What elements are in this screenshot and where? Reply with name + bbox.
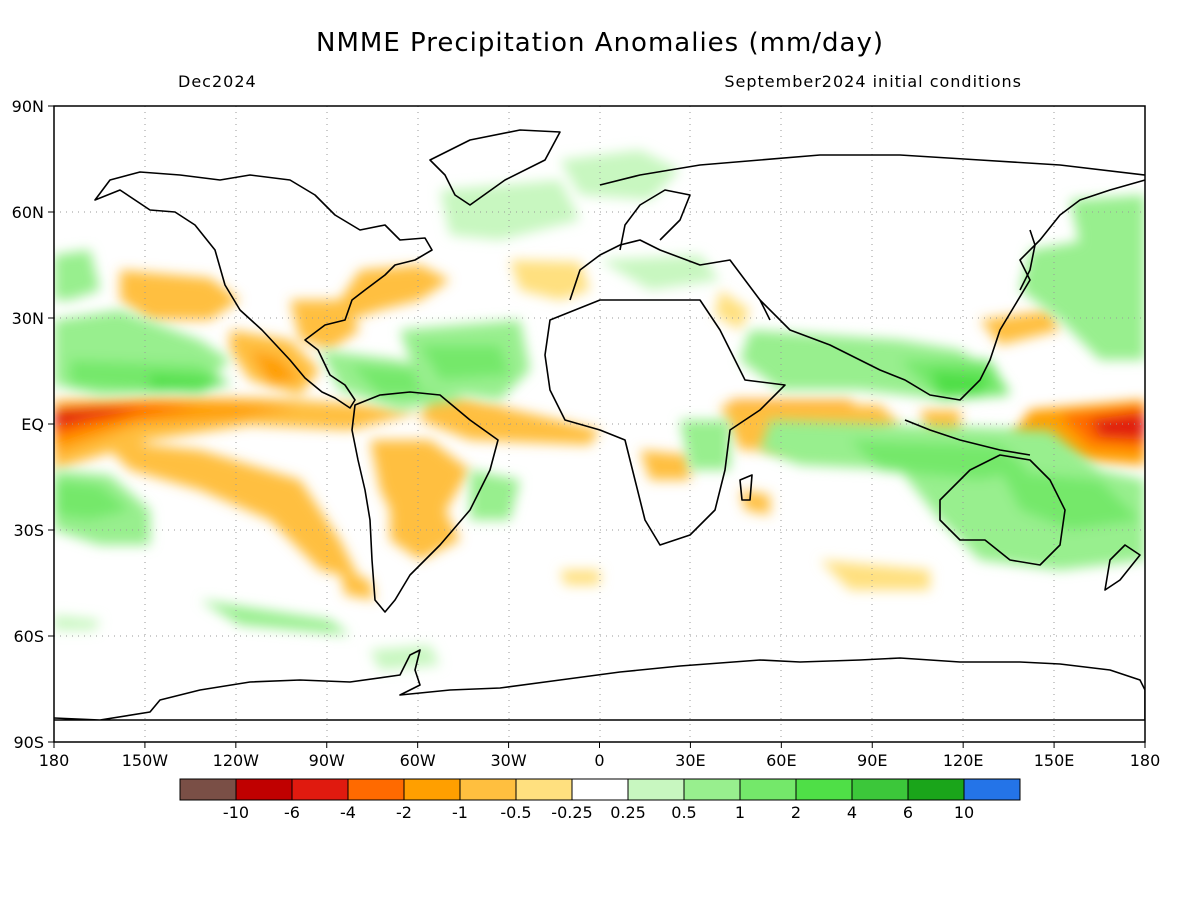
colorbar-swatch	[179, 778, 237, 801]
colorbar-swatch	[683, 778, 741, 801]
x-tick-label: 150W	[122, 751, 169, 770]
valid-month-label: Dec2024	[178, 72, 257, 91]
colorbar-swatch	[291, 778, 349, 801]
y-tick-label: 60S	[13, 627, 44, 646]
colorbar-swatch	[851, 778, 909, 801]
x-tick-label: 120E	[943, 751, 984, 770]
coastlines	[54, 129, 1145, 721]
x-tick-label: 0	[594, 751, 604, 770]
x-tick-label: 60E	[766, 751, 796, 770]
colorbar-swatch	[347, 778, 405, 801]
colorbar-swatch	[235, 778, 293, 801]
indonesia-coast	[904, 419, 1031, 456]
colorbar-label: 10	[954, 803, 974, 822]
colorbar-swatch	[739, 778, 797, 801]
north-america-coast	[94, 171, 433, 409]
colorbar-swatch	[515, 778, 573, 801]
x-tick-label: 120W	[213, 751, 260, 770]
colorbar-label: 0.5	[671, 803, 696, 822]
axes: 180 150W 120W 90W 60W 30W 0 30E 60E 90E 120E 150E 18…	[12, 97, 1161, 770]
colorbar-label: -0.25	[551, 803, 592, 822]
wet-anomaly-regions	[54, 150, 1145, 670]
x-tick-label: 180	[1130, 751, 1161, 770]
x-tick-label: 90E	[857, 751, 887, 770]
x-tick-label: 60W	[400, 751, 436, 770]
colorbar-label: -0.5	[500, 803, 531, 822]
colorbar-swatch	[795, 778, 853, 801]
graticule	[54, 106, 1145, 742]
y-tick-label: EQ	[21, 415, 44, 434]
colorbar-label: -6	[284, 803, 300, 822]
new-zealand-coast	[1104, 544, 1141, 591]
antarctica-coast	[54, 649, 1145, 721]
initial-conditions-label: September2024 initial conditions	[724, 72, 1022, 91]
y-tick-label: 90S	[13, 733, 44, 752]
anomaly-field	[54, 106, 1145, 742]
colorbar-label: 6	[903, 803, 913, 822]
y-tick-label: 90N	[12, 97, 44, 116]
asia-coast	[599, 154, 1145, 401]
colorbar-swatch	[907, 778, 965, 801]
colorbar-label: -1	[452, 803, 468, 822]
colorbar-swatch	[963, 778, 1021, 801]
x-tick-label: 30E	[675, 751, 705, 770]
colorbar: -10 -6 -4 -2 -1 -0.5 -0.25 0.25 0.5 1 2 4 6 10	[179, 778, 1021, 822]
colorbar-label: 2	[791, 803, 801, 822]
europe-coast	[569, 239, 771, 321]
japan-coast	[1019, 229, 1036, 291]
x-tick-label: 150E	[1034, 751, 1075, 770]
australia-coast	[939, 454, 1066, 566]
map-title: NMME Precipitation Anomalies (mm/day)	[316, 28, 884, 58]
x-tick-label: 180	[39, 751, 70, 770]
colorbar-label: -2	[396, 803, 412, 822]
south-america-coast	[351, 391, 499, 613]
greenland-coast	[429, 129, 561, 206]
colorbar-swatch	[627, 778, 685, 801]
y-tick-label: 30S	[13, 521, 44, 540]
colorbar-label: -4	[340, 803, 356, 822]
colorbar-label: 1	[735, 803, 745, 822]
y-tick-label: 60N	[12, 203, 44, 222]
colorbar-label: -10	[223, 803, 249, 822]
colorbar-swatch	[571, 778, 629, 801]
africa-coast	[544, 299, 786, 546]
madagascar-coast	[739, 474, 753, 501]
colorbar-label: 4	[847, 803, 857, 822]
scandinavia-coast	[619, 189, 691, 251]
y-tick-label: 30N	[12, 309, 44, 328]
colorbar-label: 0.25	[610, 803, 646, 822]
x-tick-label: 30W	[490, 751, 526, 770]
colorbar-swatch	[403, 778, 461, 801]
colorbar-swatch	[459, 778, 517, 801]
x-tick-label: 90W	[309, 751, 345, 770]
